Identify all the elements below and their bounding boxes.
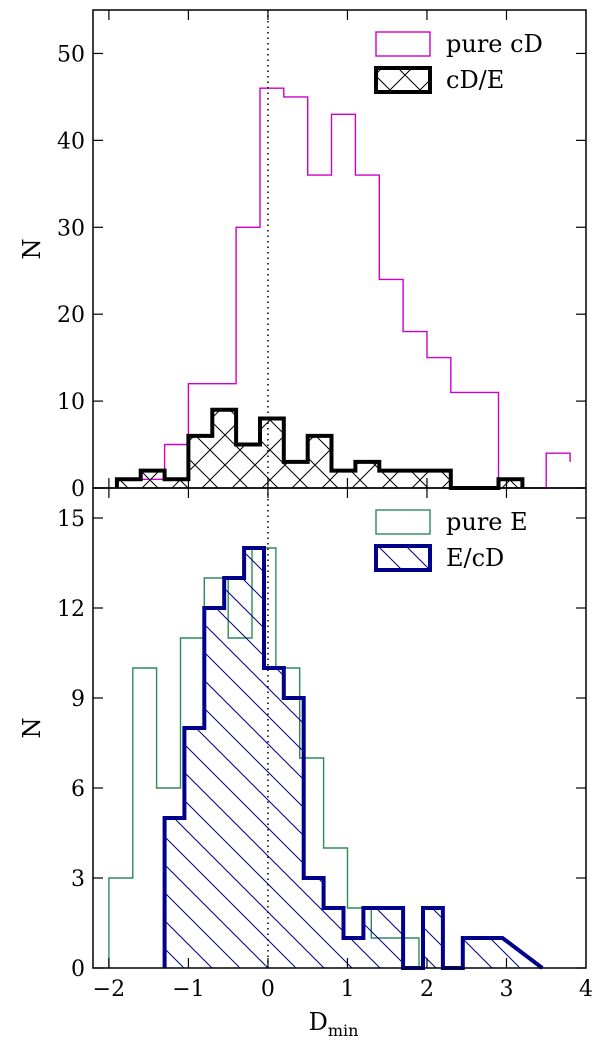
- y-tick-label: 15: [57, 507, 85, 532]
- histogram-bar: [308, 436, 332, 488]
- y-tick-label: 3: [71, 867, 85, 892]
- histogram-bar: [403, 332, 427, 488]
- histogram-bar: [475, 392, 499, 488]
- y-tick-label: 0: [71, 477, 85, 502]
- x-tick-label: 3: [499, 977, 513, 1002]
- histogram-bar: [451, 392, 475, 488]
- series-hatch-fill: [164, 548, 543, 968]
- histogram-bar: [284, 698, 304, 968]
- x-tick-label: −1: [172, 977, 204, 1002]
- histogram-bar: [284, 462, 308, 488]
- histogram-bar: [383, 908, 403, 968]
- x-tick-label: 4: [579, 977, 593, 1002]
- histogram-bar: [224, 578, 244, 968]
- x-tick-label: 0: [261, 977, 275, 1002]
- histogram-bar: [141, 471, 165, 488]
- histogram-bar: [332, 114, 356, 488]
- y-tick-label: 12: [57, 597, 85, 622]
- y-tick-label: 20: [57, 303, 85, 328]
- y-axis-label: N: [18, 718, 46, 739]
- histogram-bar: [188, 436, 212, 488]
- legend-swatch-fill: [376, 68, 430, 92]
- histogram-bar: [499, 479, 523, 488]
- x-tick-label: 1: [340, 977, 354, 1002]
- histogram-bar: [324, 908, 344, 968]
- histogram-bar: [332, 471, 356, 488]
- histogram-bar: [236, 445, 260, 489]
- histogram-bar: [344, 938, 364, 968]
- series-outline: [114, 407, 525, 490]
- series-hatch-fill: [116, 409, 523, 488]
- y-tick-label: 0: [71, 957, 85, 982]
- plot-frame: [92, 487, 587, 969]
- series-0: [116, 87, 571, 489]
- series-1: [162, 546, 544, 970]
- series-outline: [162, 546, 544, 970]
- x-axis-label: Dmin: [309, 1008, 359, 1040]
- histogram-bar: [379, 279, 403, 488]
- x-tick-label: −2: [93, 977, 125, 1002]
- series-1: [114, 407, 525, 490]
- legend-swatch-fill: [376, 546, 430, 570]
- y-tick-label: 6: [71, 777, 85, 802]
- histogram-bar: [423, 908, 443, 968]
- legend: pure E E/cD: [374, 508, 528, 572]
- legend-swatch: [374, 544, 432, 572]
- histogram-bar: [165, 818, 185, 968]
- series-outline: [116, 87, 571, 489]
- histogram-bar: [355, 462, 379, 488]
- histogram-bar: [244, 548, 264, 968]
- legend-label: pure E: [446, 508, 528, 536]
- histogram-bar: [427, 471, 451, 488]
- legend-swatch: [375, 509, 431, 535]
- histogram-bar: [363, 908, 383, 968]
- y-tick-label: 50: [57, 42, 85, 67]
- histogram-bar: [109, 878, 133, 968]
- histogram-bar: [117, 479, 141, 488]
- legend-label: cD/E: [446, 66, 504, 94]
- legend-label: E/cD: [446, 544, 504, 572]
- y-tick-label: 10: [57, 390, 85, 415]
- histogram-bar: [184, 728, 204, 968]
- histogram-bar: [463, 938, 483, 968]
- histogram-bar: [165, 479, 189, 488]
- histogram-bar: [427, 358, 451, 488]
- histogram-bar: [212, 410, 236, 488]
- histogram-bar: [264, 668, 284, 968]
- legend: pure cD cD/E: [374, 30, 543, 94]
- y-tick-label: 40: [57, 129, 85, 154]
- histogram-bar: [379, 471, 403, 488]
- histogram-bar: [355, 175, 379, 488]
- y-tick-label: 9: [71, 687, 85, 712]
- legend-swatch: [374, 66, 432, 94]
- histogram-bar: [403, 471, 427, 488]
- histogram-bar: [133, 668, 157, 968]
- y-tick-label: 30: [57, 216, 85, 241]
- legend-swatch: [375, 31, 431, 57]
- histogram-bar: [546, 453, 570, 488]
- histogram-bar: [304, 878, 324, 968]
- histogram-bar: [483, 938, 503, 968]
- histogram-bar: [284, 97, 308, 488]
- x-tick-label: 2: [420, 977, 434, 1002]
- legend-label: pure cD: [446, 30, 543, 58]
- histogram-bar: [260, 419, 284, 489]
- histogram-bar: [204, 608, 224, 968]
- y-axis-label: N: [18, 239, 46, 260]
